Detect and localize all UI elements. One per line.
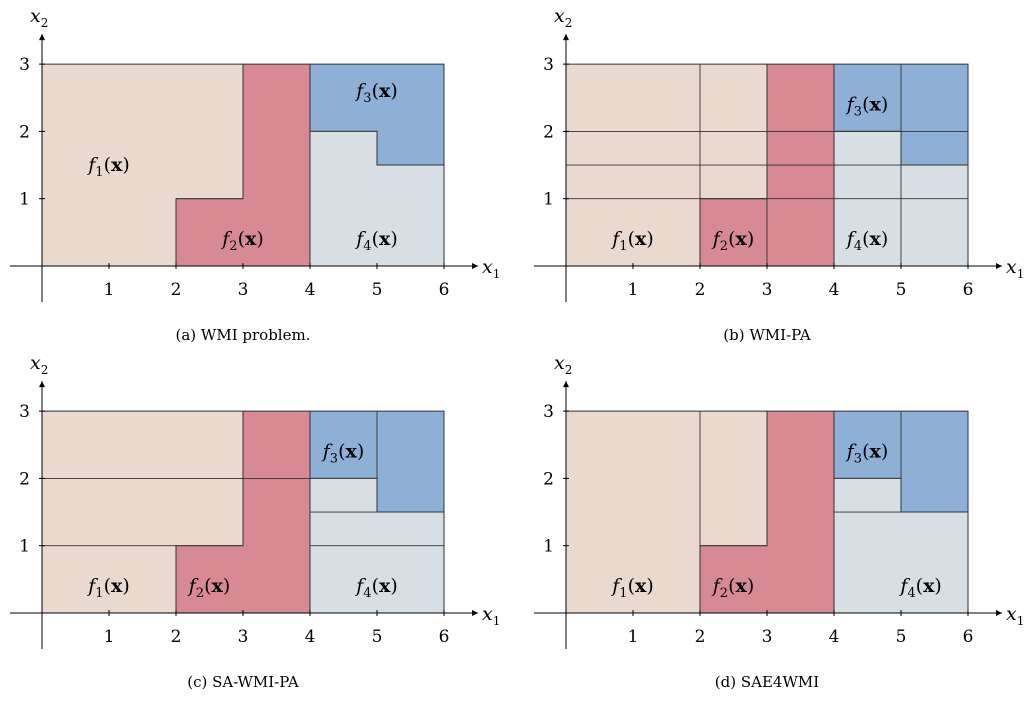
x-axis-arrow	[996, 263, 1002, 269]
label-f1: f1(x)	[86, 154, 130, 180]
y-axis-arrow	[563, 381, 569, 388]
x-tick-label: 2	[171, 627, 182, 647]
label-f4: f4(x)	[845, 228, 889, 254]
x-axis-label: x1	[1006, 256, 1024, 281]
y-axis-label: x2	[554, 352, 572, 377]
y-tick-label: 1	[19, 190, 30, 210]
label-f1: f1(x)	[86, 575, 130, 601]
x-tick-label: 4	[305, 627, 316, 647]
x-axis-arrow	[472, 610, 478, 616]
label-f2: f2(x)	[711, 228, 755, 254]
panel-caption: (a) WMI problem.	[176, 326, 311, 344]
x-tick-label: 4	[305, 280, 316, 300]
x-axis-label: x1	[482, 603, 500, 628]
x-tick-label: 3	[762, 280, 773, 300]
y-tick-label: 1	[19, 537, 30, 557]
x-axis-label: x1	[1006, 603, 1024, 628]
x-tick-label: 2	[695, 280, 706, 300]
label-f2: f2(x)	[220, 228, 264, 254]
x-tick-label: 6	[963, 280, 974, 300]
x-tick-label: 5	[372, 280, 383, 300]
x-tick-label: 2	[171, 280, 182, 300]
x-tick-label: 5	[896, 280, 907, 300]
x-axis-arrow	[472, 263, 478, 269]
y-axis-arrow	[563, 34, 569, 41]
y-tick-label: 1	[543, 537, 554, 557]
y-axis-label: x2	[30, 5, 48, 30]
x-tick-label: 3	[238, 280, 249, 300]
y-tick-label: 2	[543, 122, 554, 142]
panel-d: x1 x2 1 2 3 4 5 6 1 2 3 f1(x) f2(x) f3(x) f4(x) (d) SAE…	[534, 352, 1024, 691]
x-tick-label: 1	[628, 280, 639, 300]
label-f2: f2(x)	[187, 575, 231, 601]
panel-c: x1 x2 1 2 3 4 5 6 1 2 3 f1(x) f2(x) f3(x) f4(x) (c) SA-…	[10, 352, 500, 691]
label-f3: f3(x)	[845, 440, 889, 466]
label-f4: f4(x)	[354, 228, 398, 254]
panel-a: x1 x2 1 2 3 4 5 6 1 2 3 f1(x) f2(x) f3(x) f4(x) (a) WMI…	[10, 5, 500, 344]
x-tick-label: 4	[829, 627, 840, 647]
label-f4: f4(x)	[354, 575, 398, 601]
y-tick-label: 3	[19, 402, 30, 422]
panel-caption: (c) SA-WMI-PA	[187, 673, 299, 691]
panel-caption: (d) SAE4WMI	[715, 673, 819, 691]
label-f1: f1(x)	[610, 575, 654, 601]
panel-caption: (b) WMI-PA	[723, 326, 811, 344]
y-axis-arrow	[39, 34, 45, 41]
x-tick-label: 1	[628, 627, 639, 647]
x-tick-label: 5	[896, 627, 907, 647]
y-tick-label: 3	[19, 55, 30, 75]
x-tick-label: 6	[963, 627, 974, 647]
x-tick-label: 6	[439, 280, 450, 300]
y-axis-label: x2	[30, 352, 48, 377]
x-tick-label: 3	[238, 627, 249, 647]
x-tick-label: 5	[372, 627, 383, 647]
x-tick-label: 4	[829, 280, 840, 300]
x-axis-arrow	[996, 610, 1002, 616]
x-tick-label: 3	[762, 627, 773, 647]
panel-b: x1 x2 1 2 3 4 5 6 1 2 3 f1(x) f2(x) f3(x) f4(x) (b) WMI…	[534, 5, 1024, 344]
x-axis-label: x1	[482, 256, 500, 281]
x-tick-label: 1	[104, 280, 115, 300]
x-tick-label: 1	[104, 627, 115, 647]
y-axis-arrow	[39, 381, 45, 388]
label-f3: f3(x)	[354, 80, 398, 106]
y-tick-label: 3	[543, 55, 554, 75]
x-tick-label: 2	[695, 627, 706, 647]
label-f1: f1(x)	[610, 228, 654, 254]
y-tick-label: 1	[543, 190, 554, 210]
x-tick-label: 6	[439, 627, 450, 647]
y-axis-label: x2	[554, 5, 572, 30]
label-f3: f3(x)	[321, 440, 365, 466]
label-f4: f4(x)	[898, 575, 942, 601]
label-f2: f2(x)	[711, 575, 755, 601]
y-tick-label: 2	[543, 469, 554, 489]
label-f3: f3(x)	[845, 93, 889, 119]
y-tick-label: 2	[19, 122, 30, 142]
y-tick-label: 3	[543, 402, 554, 422]
y-tick-label: 2	[19, 469, 30, 489]
